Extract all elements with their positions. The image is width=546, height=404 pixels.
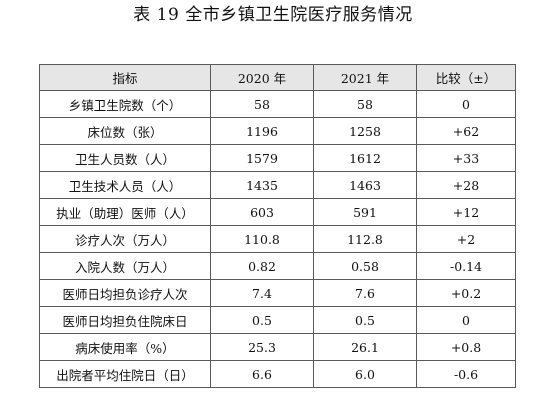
table-row: 医师日均担负诊疗人次 7.4 7.6 +0.2 <box>39 279 516 307</box>
cell-2020: 58 <box>210 90 314 118</box>
cell-2021: 1612 <box>313 144 417 172</box>
cell-comparison: +28 <box>416 171 516 199</box>
header-indicator: 指标 <box>39 64 211 91</box>
cell-2020: 0.82 <box>210 252 314 280</box>
cell-comparison: -0.6 <box>416 360 516 388</box>
cell-comparison: +0.8 <box>416 333 516 361</box>
cell-2021: 1258 <box>313 117 417 145</box>
header-2021: 2021 年 <box>313 64 417 91</box>
cell-indicator: 出院者平均住院日（日） <box>39 360 211 388</box>
cell-2020: 0.5 <box>210 306 314 334</box>
cell-2021: 1463 <box>313 171 417 199</box>
cell-2020: 7.4 <box>210 279 314 307</box>
header-comparison: 比较（±） <box>416 64 516 91</box>
cell-comparison: +12 <box>416 198 516 226</box>
cell-indicator: 卫生人员数（人） <box>39 144 211 172</box>
cell-comparison: +2 <box>416 225 516 253</box>
cell-2021: 112.8 <box>313 225 417 253</box>
cell-comparison: +62 <box>416 117 516 145</box>
cell-2020: 6.6 <box>210 360 314 388</box>
table-row: 出院者平均住院日（日） 6.6 6.0 -0.6 <box>39 360 516 388</box>
cell-2021: 0.58 <box>313 252 417 280</box>
cell-comparison: 0 <box>416 306 516 334</box>
cell-2021: 58 <box>313 90 417 118</box>
table-row: 病床使用率（%） 25.3 26.1 +0.8 <box>39 333 516 361</box>
table-row: 入院人数（万人） 0.82 0.58 -0.14 <box>39 252 516 280</box>
cell-2021: 7.6 <box>313 279 417 307</box>
table-row: 卫生技术人员（人） 1435 1463 +28 <box>39 171 516 199</box>
cell-indicator: 入院人数（万人） <box>39 252 211 280</box>
table-row: 医师日均担负住院床日 0.5 0.5 0 <box>39 306 516 334</box>
cell-indicator: 卫生技术人员（人） <box>39 171 211 199</box>
cell-2020: 1435 <box>210 171 314 199</box>
cell-2020: 25.3 <box>210 333 314 361</box>
cell-2021: 6.0 <box>313 360 417 388</box>
cell-indicator: 医师日均担负住院床日 <box>39 306 211 334</box>
cell-indicator: 病床使用率（%） <box>39 333 211 361</box>
cell-comparison: +33 <box>416 144 516 172</box>
table-row: 诊疗人次（万人） 110.8 112.8 +2 <box>39 225 516 253</box>
statistics-table: 指标 2020 年 2021 年 比较（±） 乡镇卫生院数（个） 58 58 0 床位数… <box>39 64 516 388</box>
table-row: 卫生人员数（人） 1579 1612 +33 <box>39 144 516 172</box>
table-header-row: 指标 2020 年 2021 年 比较（±） <box>39 64 516 91</box>
cell-indicator: 执业（助理）医师（人） <box>39 198 211 226</box>
table-row: 乡镇卫生院数（个） 58 58 0 <box>39 90 516 118</box>
table-title: 表 19 全市乡镇卫生院医疗服务情况 <box>133 5 413 25</box>
cell-comparison: +0.2 <box>416 279 516 307</box>
cell-indicator: 床位数（张） <box>39 117 211 145</box>
table-row: 执业（助理）医师（人） 603 591 +12 <box>39 198 516 226</box>
table-body: 乡镇卫生院数（个） 58 58 0 床位数（张） 1196 1258 +62 卫生人员数（人） 1… <box>39 90 516 388</box>
cell-2020: 110.8 <box>210 225 314 253</box>
cell-comparison: 0 <box>416 90 516 118</box>
cell-indicator: 诊疗人次（万人） <box>39 225 211 253</box>
cell-2021: 591 <box>313 198 417 226</box>
cell-2021: 0.5 <box>313 306 417 334</box>
cell-2021: 26.1 <box>313 333 417 361</box>
cell-indicator: 医师日均担负诊疗人次 <box>39 279 211 307</box>
cell-comparison: -0.14 <box>416 252 516 280</box>
header-2020: 2020 年 <box>210 64 314 91</box>
cell-indicator: 乡镇卫生院数（个） <box>39 90 211 118</box>
table-row: 床位数（张） 1196 1258 +62 <box>39 117 516 145</box>
cell-2020: 1579 <box>210 144 314 172</box>
cell-2020: 1196 <box>210 117 314 145</box>
cell-2020: 603 <box>210 198 314 226</box>
